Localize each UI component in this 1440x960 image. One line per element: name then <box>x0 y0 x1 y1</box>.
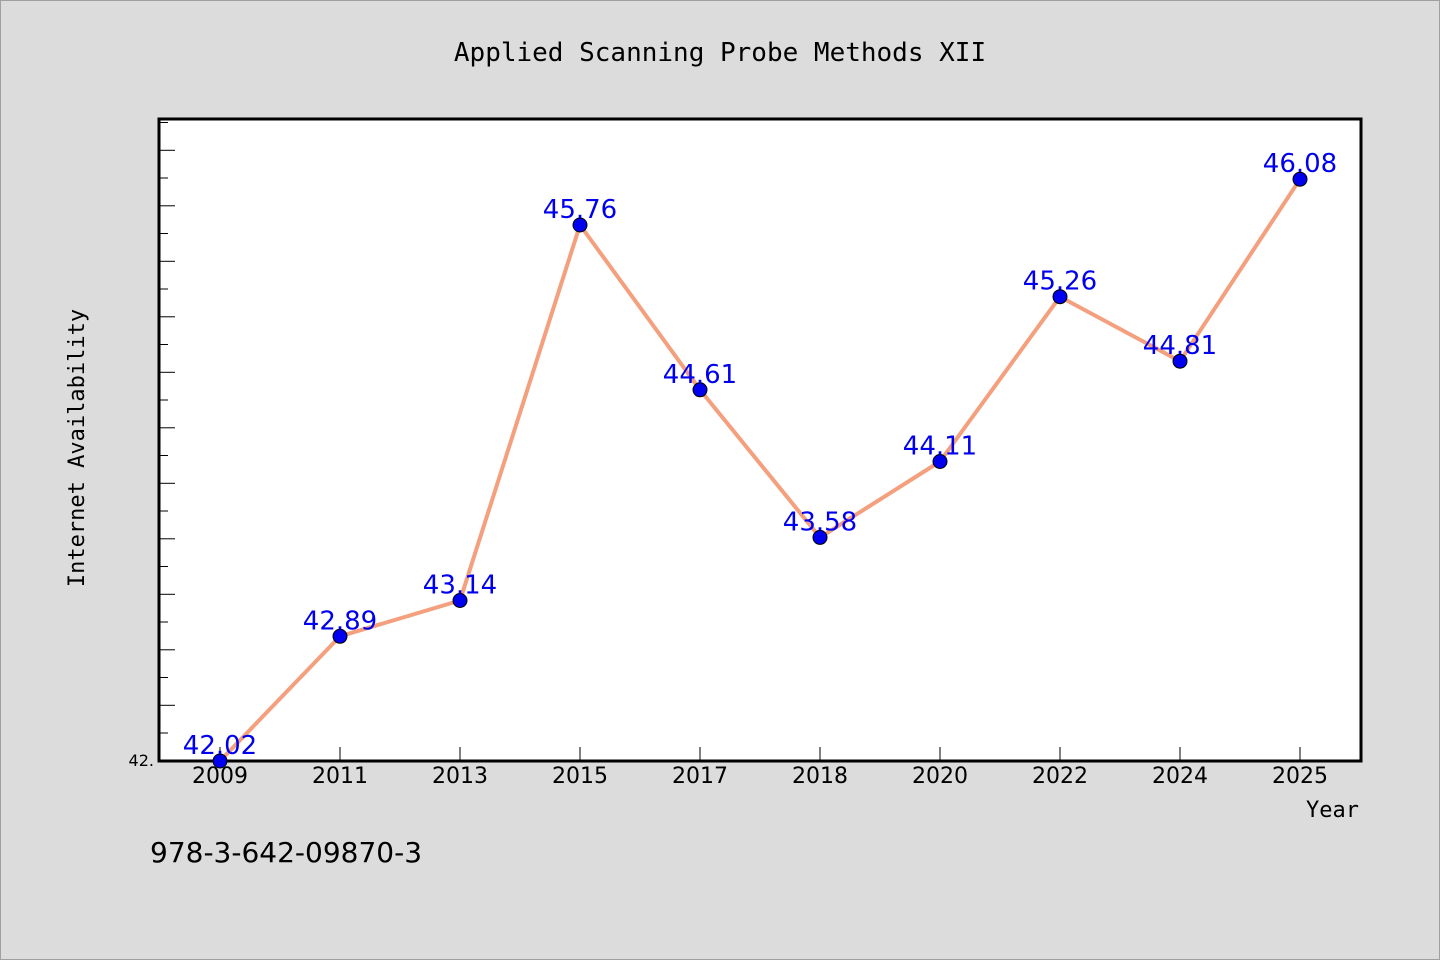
series-markers <box>212 171 1308 769</box>
data-label: 43.14 <box>423 571 497 601</box>
isbn-text: 978-3-642-09870-3 <box>150 836 422 869</box>
x-tick-label: 2018 <box>792 764 848 789</box>
x-tick-labels: 2009 2011 2013 2015 2017 2018 2020 2022 2024 2025 <box>192 764 1328 789</box>
x-axis-title: Year <box>1306 798 1359 823</box>
x-tick-label: 2020 <box>912 764 968 789</box>
y-axis-ticks <box>159 122 175 734</box>
data-labels: 42.02 42.89 43.14 45.76 44.61 43.58 44.11 45.26… <box>183 149 1337 761</box>
data-point <box>1172 353 1188 369</box>
data-label: 45.76 <box>543 195 617 225</box>
plot-area <box>157 117 1363 763</box>
data-point <box>1052 289 1068 305</box>
data-point <box>332 628 348 644</box>
x-tick-label: 2013 <box>432 764 488 789</box>
data-point <box>692 382 708 398</box>
data-label: 45.26 <box>1023 267 1097 297</box>
data-label: 44.81 <box>1143 331 1217 361</box>
data-label: 42.89 <box>303 606 377 636</box>
data-label: 44.11 <box>903 432 977 462</box>
x-tick-label: 2011 <box>312 764 368 789</box>
data-label: 43.58 <box>783 507 857 537</box>
data-point <box>812 529 828 545</box>
x-tick-label: 2025 <box>1272 764 1328 789</box>
data-label: 44.61 <box>663 360 737 390</box>
data-point <box>572 217 588 233</box>
x-axis-ticks <box>219 747 1301 761</box>
y-axis-title: Internet Availability <box>65 309 90 587</box>
data-point <box>932 454 948 469</box>
data-point <box>452 593 468 608</box>
x-tick-label: 2017 <box>672 764 728 789</box>
y-tick-label: 42. <box>129 751 154 770</box>
series-line <box>218 177 1302 763</box>
data-label: 46.08 <box>1263 149 1337 179</box>
data-point <box>1292 171 1308 187</box>
x-tick-label: 2024 <box>1152 764 1208 789</box>
x-tick-label: 2009 <box>192 764 248 789</box>
x-tick-label: 2022 <box>1032 764 1088 789</box>
data-label: 42.02 <box>183 731 257 761</box>
x-tick-label: 2015 <box>552 764 608 789</box>
chart-title: Applied Scanning Probe Methods XII <box>454 38 986 68</box>
data-point <box>212 753 228 769</box>
